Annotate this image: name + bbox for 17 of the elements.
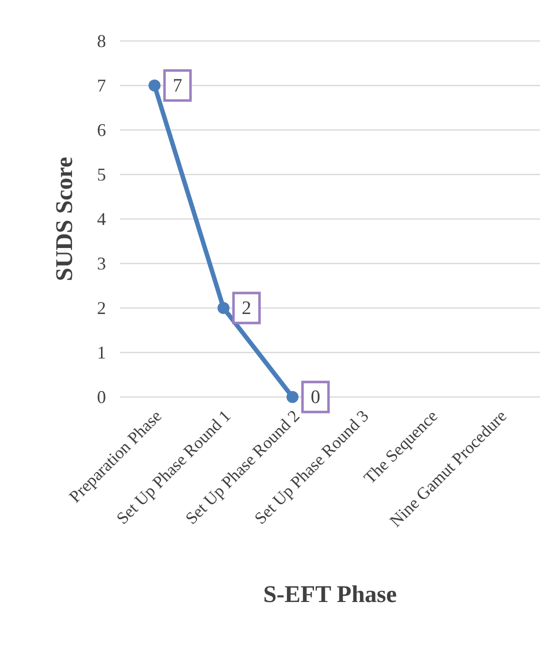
y-tick-label: 7 <box>97 76 106 96</box>
y-tick-label: 3 <box>97 254 106 274</box>
y-tick-label: 1 <box>97 342 106 362</box>
data-label: 0 <box>310 387 320 408</box>
y-axis-title: SUDS Score <box>52 156 78 282</box>
y-tick-label: 2 <box>97 298 106 318</box>
y-tick-label: 5 <box>97 164 106 184</box>
data-label: 7 <box>172 76 182 96</box>
y-tick-label: 0 <box>97 387 106 407</box>
y-tick-label: 8 <box>97 31 106 51</box>
point <box>218 302 230 314</box>
x-axis-title: S-EFT Phase <box>263 582 398 608</box>
data-label: 2 <box>242 298 252 319</box>
y-tick-label: 6 <box>97 120 106 140</box>
point <box>286 391 298 403</box>
y-tick-label: 4 <box>97 209 106 229</box>
point <box>148 80 160 92</box>
